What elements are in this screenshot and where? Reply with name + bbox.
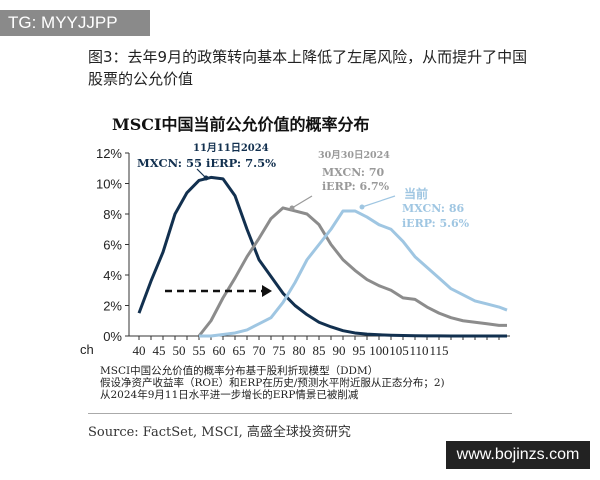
y-tick-label: 2%: [103, 299, 122, 314]
series-line-2: [197, 206, 507, 337]
x-tick-label: 115: [429, 343, 448, 358]
x-tick-label: 110: [409, 343, 428, 358]
x-tick-label: 40: [133, 343, 146, 358]
x-tick-label: 100: [369, 343, 389, 358]
x-tick-label: 60: [213, 343, 226, 358]
y-tick-label: 10%: [96, 177, 122, 192]
annotation-arrow-3: [361, 195, 396, 208]
x-tick-label: 55: [193, 343, 206, 358]
y-tick-label: 12%: [96, 146, 122, 161]
series-annotation-3: 当前: [404, 186, 428, 201]
x-tick-label: 70: [253, 343, 266, 358]
x-tick-label: 75: [273, 343, 286, 358]
x-tick-label: 80: [293, 343, 306, 358]
y-tick-label: 0%: [103, 329, 122, 344]
series-annotation-2: 30月30日2024: [318, 150, 390, 161]
chart-title: MSCI中国当前公允价值的概率分布: [112, 115, 370, 134]
axis-unit: ch: [80, 342, 94, 357]
watermark-bottom: www.bojinzs.com: [446, 441, 590, 469]
footnote-1: MSCI中国公允价值的概率分布基于股利折现模型（DDM）: [100, 365, 379, 377]
series-annotation-1: 11月11日2024: [193, 142, 269, 154]
watermark-top: TG: MYYJJPP: [0, 10, 150, 36]
footnotes: MSCI中国公允价值的概率分布基于股利折现模型（DDM） 假设净资产收益率（RO…: [100, 365, 445, 401]
arrow-head-icon: [203, 175, 209, 181]
annotation-arrow-2: [291, 195, 313, 209]
figure-caption: 图3：去年9月的政策转向基本上降低了左尾风险，从而提升了中国股票的公允价值: [88, 48, 528, 88]
divider: [88, 413, 512, 414]
series-annotation-3: MXCN: 86: [402, 202, 464, 215]
x-tick-label: 45: [153, 343, 166, 358]
footnote-3: 从2024年9月11日水平进一步增长的ERP情景已被削减: [100, 389, 359, 401]
x-tick-label: 95: [353, 343, 366, 358]
series-annotation-2: MXCN: 70: [322, 166, 384, 179]
y-tick-label: 6%: [103, 238, 122, 253]
y-tick-label: 8%: [103, 207, 122, 222]
y-tick-label: 4%: [103, 268, 122, 283]
footnote-2: 假设净资产收益率（ROE）和ERP在历史/预测水平附近服从正态分布；2): [100, 377, 445, 389]
source: Source: FactSet, MSCI, 高盛全球投资研究: [88, 425, 351, 440]
x-tick-label: 50: [173, 343, 186, 358]
shift-arrow-head-icon: [262, 285, 272, 297]
series-annotation-3: iERP: 5.6%: [402, 217, 470, 230]
series-line-3: [199, 209, 508, 338]
arrow-head-icon: [289, 205, 295, 211]
series-annotation-2: iERP: 6.7%: [322, 180, 390, 193]
x-tick-label: 65: [233, 343, 246, 358]
x-tick-label: 85: [313, 343, 326, 358]
series-annotation-1: MXCN: 55 iERP: 7.5%: [137, 156, 276, 170]
series-line-1: [137, 175, 507, 338]
arrow-head-icon: [359, 204, 365, 210]
x-tick-label: 90: [333, 343, 346, 358]
x-tick-label: 105: [389, 343, 409, 358]
